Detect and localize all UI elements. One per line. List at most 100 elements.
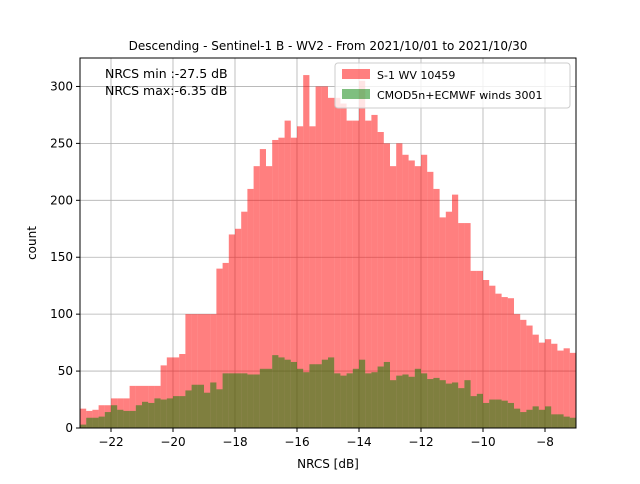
histogram-bar [452, 382, 459, 428]
histogram-bar [458, 223, 465, 428]
y-tick-label: 250 [50, 136, 73, 150]
histogram-bar [507, 402, 514, 428]
histogram-bar [334, 97, 341, 428]
histogram-bar [92, 417, 99, 428]
histogram-bar [514, 314, 521, 428]
legend: S-1 WV 10459 CMOD5n+ECMWF winds 3001 [334, 62, 571, 109]
histogram-bar [191, 314, 198, 428]
histogram-bar [390, 166, 397, 428]
histogram-bar [315, 364, 322, 428]
histogram-bar [383, 143, 390, 428]
histogram-bar [526, 409, 533, 428]
histogram-bar [526, 325, 533, 428]
histogram-bar [222, 262, 229, 428]
histogram-bar [142, 401, 149, 428]
histogram-bar [204, 392, 211, 428]
histogram-bar [210, 314, 217, 428]
histogram-bar [371, 372, 378, 428]
histogram-bar [433, 188, 440, 428]
histogram-bar [80, 424, 87, 428]
histogram-bar [383, 361, 390, 428]
histogram-bar [377, 132, 384, 428]
histogram-bar [204, 314, 211, 428]
histogram-bar [439, 380, 446, 428]
histogram-bar [359, 359, 366, 428]
histogram-bar [452, 194, 459, 428]
x-axis-label: NRCS [dB] [297, 457, 359, 471]
histogram-bar [111, 405, 118, 428]
y-tick-label: 100 [50, 307, 73, 321]
histogram-bar [445, 383, 452, 428]
y-tick-label: 150 [50, 250, 73, 264]
histogram-bar [197, 314, 204, 428]
histogram-bar [309, 126, 316, 429]
histogram-bar [253, 374, 260, 428]
histogram-bar [297, 368, 304, 428]
histogram-bar [284, 120, 291, 428]
chart-title: Descending - Sentinel-1 B - WV2 - From 2… [129, 39, 528, 53]
histogram-bar [235, 373, 242, 428]
histogram-bar [129, 410, 136, 428]
histogram-bar [414, 368, 421, 428]
histogram-bar [278, 137, 285, 428]
histogram-bar [166, 357, 173, 428]
histogram-bar [340, 103, 347, 429]
histogram-bar [538, 409, 545, 428]
histogram-bar [197, 384, 204, 428]
histogram-bar [433, 377, 440, 428]
histogram-bar [272, 355, 279, 428]
histogram-bar [464, 380, 471, 428]
histogram-bar [154, 398, 161, 428]
histogram-bar [278, 357, 285, 428]
histogram-bar [476, 393, 483, 428]
histogram-bar [483, 280, 490, 428]
y-tick-label: 0 [65, 421, 73, 435]
nrcs-max-annotation: NRCS max:-6.35 dB [105, 83, 227, 98]
histogram-bar [247, 188, 254, 428]
histogram-bar [489, 399, 496, 428]
histogram-bar [359, 80, 366, 429]
histogram-bar [377, 366, 384, 428]
y-tick-label: 50 [58, 364, 73, 378]
histogram-bar [501, 400, 508, 428]
histogram-bar [216, 389, 223, 428]
y-tick-label: 200 [50, 193, 73, 207]
histogram-bar [545, 406, 552, 428]
histogram-bar [185, 390, 192, 428]
histogram-bar [414, 166, 421, 428]
histogram-bar [557, 350, 564, 428]
histogram-bar [266, 166, 273, 428]
legend-box [334, 62, 571, 109]
x-tick-label: −14 [346, 435, 371, 449]
histogram-bar [427, 171, 434, 428]
histogram-bar [365, 120, 372, 428]
histogram-bar [538, 342, 545, 428]
histogram-bar [104, 412, 111, 428]
series-1-bars [80, 355, 576, 428]
legend-label-cmod: CMOD5n+ECMWF winds 3001 [377, 89, 543, 102]
histogram-bar [328, 97, 335, 428]
histogram-bar [80, 408, 87, 428]
histogram-bar [160, 365, 167, 428]
x-tick-label: −22 [98, 435, 123, 449]
histogram-bar [365, 373, 372, 428]
histogram-bar [371, 114, 378, 428]
histogram-bar [98, 416, 105, 428]
histogram-bar [551, 343, 558, 428]
histogram-bar [470, 270, 477, 428]
histogram-bar [191, 384, 198, 428]
histogram-bar [390, 380, 397, 428]
legend-swatch-s1 [342, 69, 370, 79]
histogram-bar [321, 86, 328, 428]
histogram-bars [80, 75, 576, 429]
histogram-bar [266, 368, 273, 428]
histogram-bar [563, 348, 570, 428]
histogram-bar [160, 399, 167, 428]
histogram-bar [520, 412, 527, 428]
histogram-bar [427, 379, 434, 428]
histogram-bar [495, 399, 502, 428]
histogram-bar [309, 364, 316, 428]
histogram-bar [545, 339, 552, 428]
histogram-bar [123, 410, 130, 428]
